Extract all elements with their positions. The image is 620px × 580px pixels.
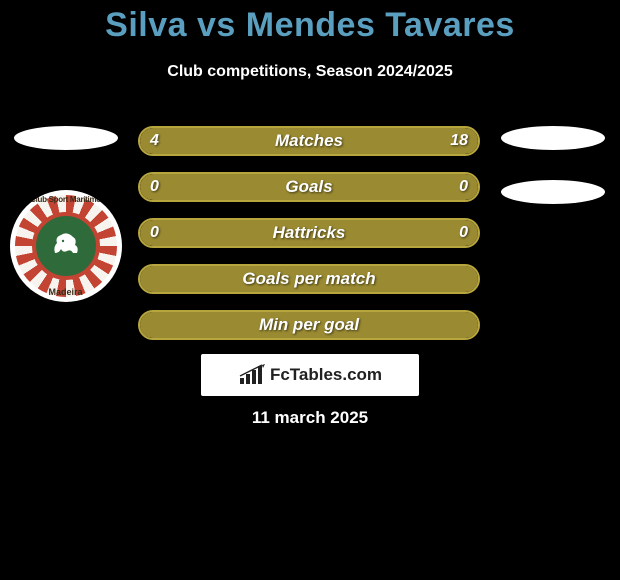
bar-chart-icon bbox=[238, 364, 266, 386]
badge-inner bbox=[32, 212, 100, 280]
stat-bars: 418Matches 00Goals 00Hattricks Goals per ma… bbox=[138, 126, 480, 356]
subtitle: Club competitions, Season 2024/2025 bbox=[0, 63, 620, 81]
comparison-infographic: Silva vs Mendes Tavares Club competition… bbox=[0, 0, 620, 580]
left-club-badge: Club Sport Marítimo Madeira bbox=[10, 190, 122, 302]
lion-icon bbox=[49, 229, 83, 264]
stat-bar: Min per goal bbox=[138, 310, 480, 340]
bar-label: Min per goal bbox=[140, 312, 478, 338]
stat-bar: 00Hattricks bbox=[138, 218, 480, 248]
left-player-silhouette bbox=[14, 126, 118, 150]
stat-bar: Goals per match bbox=[138, 264, 480, 294]
stat-bar: 00Goals bbox=[138, 172, 480, 202]
left-player-column: Club Sport Marítimo Madeira bbox=[8, 112, 123, 302]
bar-label: Goals bbox=[140, 174, 478, 200]
right-player-silhouette-1 bbox=[501, 126, 605, 150]
badge-text-bottom: Madeira bbox=[10, 287, 122, 297]
bar-label: Matches bbox=[140, 128, 478, 154]
bar-label: Goals per match bbox=[140, 266, 478, 292]
badge-text-top: Club Sport Marítimo bbox=[10, 195, 122, 204]
page-title: Silva vs Mendes Tavares bbox=[0, 0, 620, 45]
fctables-logo: FcTables.com bbox=[201, 354, 419, 396]
right-player-silhouette-2 bbox=[501, 180, 605, 204]
logo-text: FcTables.com bbox=[270, 365, 382, 385]
footer-date: 11 march 2025 bbox=[0, 408, 620, 428]
right-player-column bbox=[495, 112, 610, 204]
stat-bar: 418Matches bbox=[138, 126, 480, 156]
bar-label: Hattricks bbox=[140, 220, 478, 246]
